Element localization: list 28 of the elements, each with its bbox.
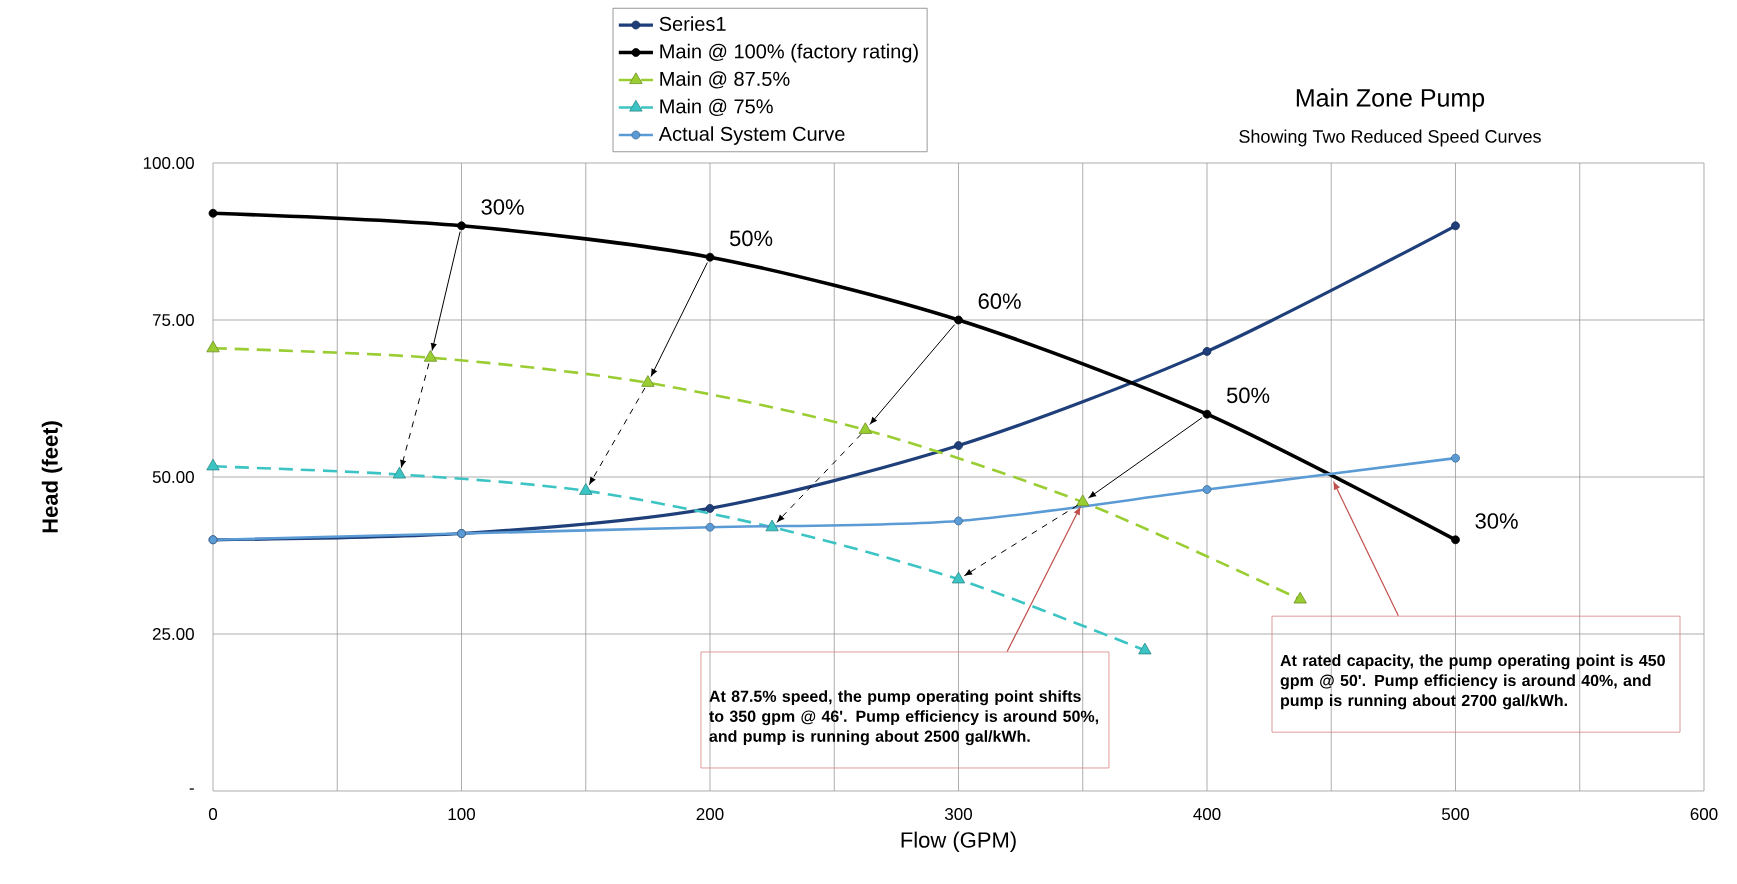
annotation: 30% (1475, 513, 1518, 529)
annotation: 50% (729, 230, 773, 247)
x-tick-label: 200 (696, 808, 724, 821)
annotation: At 87.5% speed, the pump operating point shifts to 350 gpm @ 46'. Pump efficiency is around 50%, and pump is running about 2500 gal/kWh. (709, 690, 1099, 746)
x-axis-title: Flow (GPM) (901, 831, 1016, 853)
y-tick-label: 100.00 (143, 156, 194, 169)
y-tick-label: 75.00 (152, 313, 194, 326)
legend-label: Actual System Curve (658, 126, 845, 145)
x-tick-label: 100 (448, 808, 476, 821)
chart-title: Main Zone Pump (1296, 88, 1485, 112)
y-tick-label: - (189, 788, 194, 790)
legend-label: Main @ 87.5% (660, 71, 790, 89)
x-tick-label: 600 (1690, 808, 1718, 821)
x-tick-label: 400 (1193, 808, 1221, 821)
x-tick-label: 500 (1442, 808, 1469, 821)
legend-label: Main @ 100% (factory rating) (660, 43, 918, 63)
chart-subtitle: Showing Two Reduced Speed Curves (1239, 129, 1541, 147)
annotation: At rated capacity, the pump operating point is 450 gpm @ 50'. Pump efficiency is around 40%, and pump is running about 2700 gal/kWh. (1280, 654, 1665, 710)
x-tick-label: 300 (944, 808, 972, 821)
x-tick-label: 0 (208, 808, 218, 821)
legend-label: Main @ 75% (660, 98, 773, 117)
y-axis-title: Head (feet) (41, 421, 63, 533)
annotation: 30% (481, 199, 524, 215)
y-tick-label: 25.00 (152, 627, 194, 640)
annotation: 60% (978, 293, 1021, 309)
annotation: 50% (1226, 387, 1270, 404)
y-tick-label: 50.00 (152, 470, 194, 483)
legend-label: Series1 (659, 16, 726, 31)
